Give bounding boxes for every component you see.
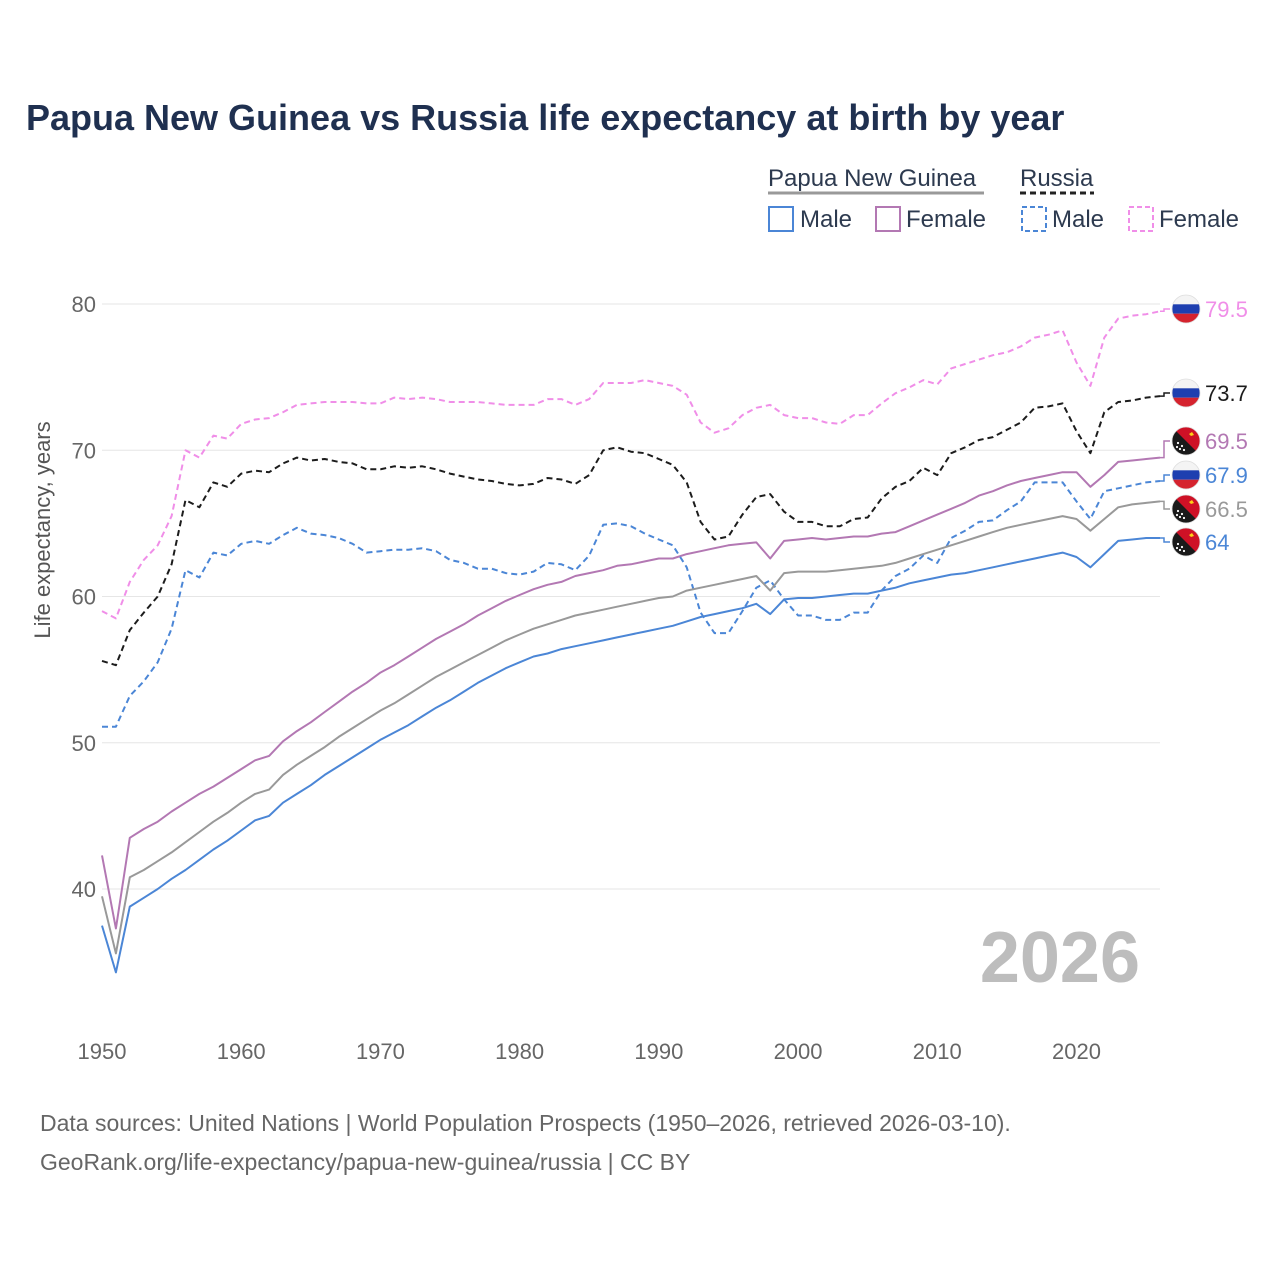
legend-png-male-label[interactable]: Male (800, 206, 852, 233)
year-watermark: 2026 (980, 918, 1140, 998)
line-rus-total[interactable] (101, 395, 1161, 667)
legend-group-png[interactable]: Papua New Guinea (768, 165, 977, 192)
papua-new-guinea-flag-icon (1171, 426, 1201, 456)
end-value-label: 73.7 (1205, 381, 1248, 406)
end-value-label: 64 (1205, 530, 1229, 555)
end-value-label: 66.5 (1205, 497, 1248, 522)
source-line-1: Data sources: United Nations | World Pop… (40, 1110, 1011, 1136)
x-tick-label: 1960 (217, 1039, 266, 1064)
x-tick-label: 1970 (356, 1039, 405, 1064)
x-tick-label: 2000 (774, 1039, 823, 1064)
end-connector (1160, 392, 1170, 397)
russia-flag-icon (1171, 294, 1201, 324)
end-value-label: 79.5 (1205, 297, 1248, 322)
line-png-male[interactable] (101, 537, 1160, 974)
series-lines (101, 310, 1161, 974)
end-connector (1160, 537, 1170, 543)
legend-group-russia[interactable]: Russia (1020, 165, 1094, 192)
papua-new-guinea-flag-icon (1171, 527, 1201, 557)
legend-russia-female-label[interactable]: Female (1159, 206, 1239, 233)
line-rus-male[interactable] (102, 480, 1161, 728)
end-value-label: 67.9 (1205, 463, 1248, 488)
legend-russia-female-swatch[interactable] (1128, 206, 1154, 232)
x-tick-label: 1980 (495, 1039, 544, 1064)
y-tick-label: 70 (72, 438, 96, 463)
end-connector (1160, 440, 1170, 459)
x-tick-label: 2020 (1052, 1039, 1101, 1064)
legend-russia-male-swatch[interactable] (1021, 206, 1047, 232)
legend-png-female-swatch[interactable] (875, 206, 901, 232)
y-tick-label: 50 (72, 731, 96, 756)
source-line-2[interactable]: GeoRank.org/life-expectancy/papua-new-gu… (40, 1149, 690, 1175)
y-axis-ticks: 40 50 60 70 80 (72, 292, 96, 902)
line-png-total[interactable] (101, 500, 1161, 955)
legend-png-female-label[interactable]: Female (906, 206, 986, 233)
russia-flag-icon (1171, 378, 1201, 408)
legend: Papua New Guinea Russia Male Female Male… (768, 165, 1239, 233)
chart-title: Papua New Guinea vs Russia life expectan… (26, 97, 1064, 138)
russia-flag-icon (1171, 460, 1201, 490)
line-png-female[interactable] (101, 456, 1161, 930)
x-tick-label: 1950 (78, 1039, 127, 1064)
legend-png-male-swatch[interactable] (768, 206, 794, 232)
grid (102, 303, 1160, 890)
legend-russia-male-label[interactable]: Male (1052, 206, 1104, 233)
x-tick-label: 1990 (634, 1039, 683, 1064)
y-tick-label: 60 (72, 585, 96, 610)
y-axis-label: Life expectancy, years (30, 421, 55, 638)
x-axis-ticks: 1950 1960 1970 1980 1990 2000 2010 2020 (78, 1039, 1101, 1064)
end-connector (1160, 474, 1170, 482)
y-tick-label: 40 (72, 877, 96, 902)
end-labels: 79.5 73.7 69.5 67.9 66.5 64 (1160, 294, 1248, 557)
x-tick-label: 2010 (913, 1039, 962, 1064)
y-tick-label: 80 (72, 292, 96, 317)
line-rus-female[interactable] (101, 310, 1161, 620)
end-value-label: 69.5 (1205, 429, 1248, 454)
papua-new-guinea-flag-icon (1171, 494, 1201, 524)
end-connector (1160, 308, 1170, 313)
end-connector (1160, 500, 1170, 510)
